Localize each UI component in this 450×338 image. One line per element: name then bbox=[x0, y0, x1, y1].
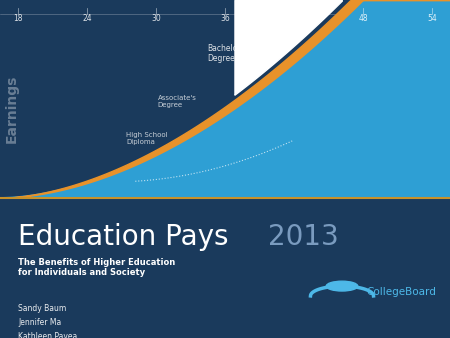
Text: Kathleen Payea: Kathleen Payea bbox=[18, 332, 77, 338]
Text: Jennifer Ma: Jennifer Ma bbox=[18, 318, 61, 328]
Text: 24: 24 bbox=[82, 14, 92, 23]
Text: High School
Diploma: High School Diploma bbox=[126, 132, 167, 145]
Text: Earnings: Earnings bbox=[4, 75, 18, 143]
Text: Bachelor's
Degree: Bachelor's Degree bbox=[207, 44, 247, 63]
Text: Associate's
Degree: Associate's Degree bbox=[158, 95, 196, 108]
Text: 54: 54 bbox=[427, 14, 437, 23]
Text: The Benefits of Higher Education
for Individuals and Society: The Benefits of Higher Education for Ind… bbox=[18, 258, 175, 277]
Text: Education Pays: Education Pays bbox=[18, 223, 238, 251]
Text: Sandy Baum: Sandy Baum bbox=[18, 304, 66, 313]
Text: 36: 36 bbox=[220, 14, 230, 23]
Text: 30: 30 bbox=[151, 14, 161, 23]
Text: CollegeBoard: CollegeBoard bbox=[367, 287, 436, 297]
Text: 48: 48 bbox=[358, 14, 368, 23]
Circle shape bbox=[326, 281, 358, 291]
Text: 42: 42 bbox=[289, 14, 299, 23]
Text: 2013: 2013 bbox=[268, 223, 338, 251]
Text: 18: 18 bbox=[13, 14, 23, 23]
